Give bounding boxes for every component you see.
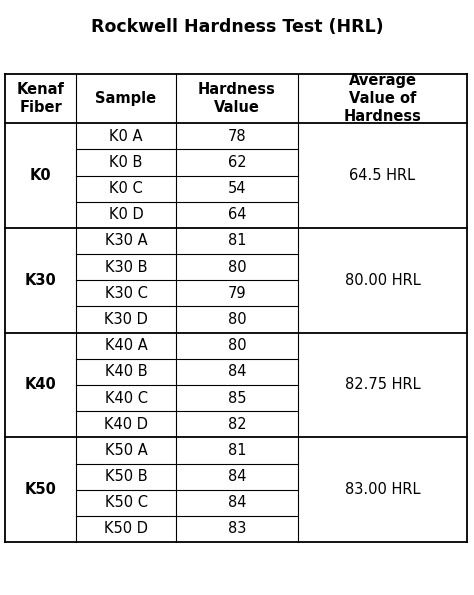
Text: 64: 64	[228, 207, 246, 223]
Text: K40 B: K40 B	[105, 364, 147, 380]
Text: 85: 85	[228, 390, 246, 406]
Text: 54: 54	[228, 181, 246, 196]
Text: Kenaf
Fiber: Kenaf Fiber	[17, 82, 64, 115]
Text: Rockwell Hardness Test (HRL): Rockwell Hardness Test (HRL)	[91, 18, 383, 36]
Text: Average
Value of
Hardness: Average Value of Hardness	[344, 73, 421, 124]
Text: 82.75 HRL: 82.75 HRL	[345, 377, 420, 393]
Text: 84: 84	[228, 469, 246, 484]
Text: 84: 84	[228, 495, 246, 511]
Text: 80: 80	[228, 338, 246, 353]
Text: 84: 84	[228, 364, 246, 380]
Text: K0 B: K0 B	[109, 155, 143, 170]
Text: K50 A: K50 A	[105, 443, 147, 458]
Text: K30 A: K30 A	[105, 233, 147, 249]
Text: Sample: Sample	[95, 91, 156, 107]
Text: K50 B: K50 B	[105, 469, 147, 484]
Text: 82: 82	[228, 416, 246, 432]
Text: 80.00 HRL: 80.00 HRL	[345, 273, 420, 288]
Text: K40: K40	[25, 377, 56, 393]
Text: K40 C: K40 C	[105, 390, 147, 406]
Text: K30 D: K30 D	[104, 312, 148, 327]
Text: 81: 81	[228, 443, 246, 458]
Text: K0 C: K0 C	[109, 181, 143, 196]
Text: 83.00 HRL: 83.00 HRL	[345, 482, 420, 497]
Text: K0 A: K0 A	[109, 129, 143, 144]
Text: 80: 80	[228, 259, 246, 275]
Text: 62: 62	[228, 155, 246, 170]
Text: 80: 80	[228, 312, 246, 327]
Text: K50 C: K50 C	[105, 495, 147, 511]
Text: K0: K0	[30, 168, 51, 183]
Text: K30 C: K30 C	[105, 286, 147, 301]
Text: 64.5 HRL: 64.5 HRL	[349, 168, 416, 183]
Text: K40 D: K40 D	[104, 416, 148, 432]
Text: K40 A: K40 A	[105, 338, 147, 353]
Text: 78: 78	[228, 129, 246, 144]
Text: 79: 79	[228, 286, 246, 301]
Text: 83: 83	[228, 521, 246, 537]
Text: K50 D: K50 D	[104, 521, 148, 537]
Text: Hardness
Value: Hardness Value	[198, 82, 276, 115]
Text: 81: 81	[228, 233, 246, 249]
Text: K50: K50	[25, 482, 56, 497]
Text: K30: K30	[25, 273, 56, 288]
Text: K0 D: K0 D	[109, 207, 144, 223]
Text: K30 B: K30 B	[105, 259, 147, 275]
